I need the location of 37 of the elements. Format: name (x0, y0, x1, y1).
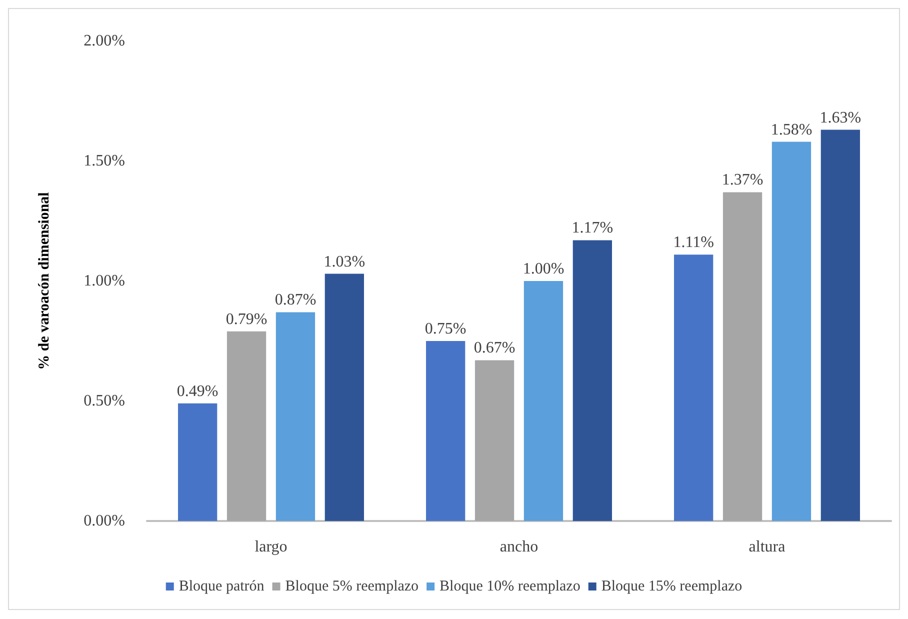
y-tick-label: 1.50% (84, 152, 125, 170)
data-label: 1.58% (770, 121, 812, 138)
legend-label: Bloque 5% reemplazo (285, 578, 419, 594)
data-label: 1.00% (522, 260, 564, 278)
bar (426, 341, 466, 521)
bar (324, 274, 364, 521)
y-tick-label: 0.50% (84, 392, 125, 410)
bar (674, 254, 714, 521)
data-label: 0.49% (176, 382, 218, 400)
bar (474, 360, 514, 521)
x-tick-label: altura (748, 538, 786, 556)
legend-label: Bloque 15% reemplazo (601, 578, 742, 594)
bar (772, 142, 812, 521)
data-label: 1.11% (673, 234, 714, 252)
data-label: 0.79% (226, 310, 268, 328)
y-tick-label: 1.00% (84, 272, 125, 290)
y-tick-label: 2.00% (84, 32, 125, 50)
data-label: 0.67% (474, 340, 516, 357)
data-label: 1.17% (572, 220, 614, 237)
x-tick-label: ancho (500, 538, 538, 556)
data-label: 1.63% (820, 109, 862, 126)
y-axis-title: % de varoacón dimensional (36, 192, 52, 370)
bar (572, 240, 612, 521)
data-label: 0.87% (274, 292, 316, 309)
x-tick-label: largo (254, 538, 288, 556)
y-tick-label: 0.00% (84, 512, 125, 530)
bar (722, 192, 762, 521)
data-label: 1.03% (324, 253, 366, 270)
bar (820, 130, 860, 521)
bar (178, 403, 218, 521)
bar (524, 281, 564, 521)
legend-label: Bloque patrón (178, 578, 265, 594)
data-label: 1.37% (722, 172, 764, 189)
legend-label: Bloque 10% reemplazo (440, 578, 580, 594)
bar (276, 312, 316, 521)
data-label: 0.75% (424, 320, 466, 338)
bar (226, 331, 266, 521)
